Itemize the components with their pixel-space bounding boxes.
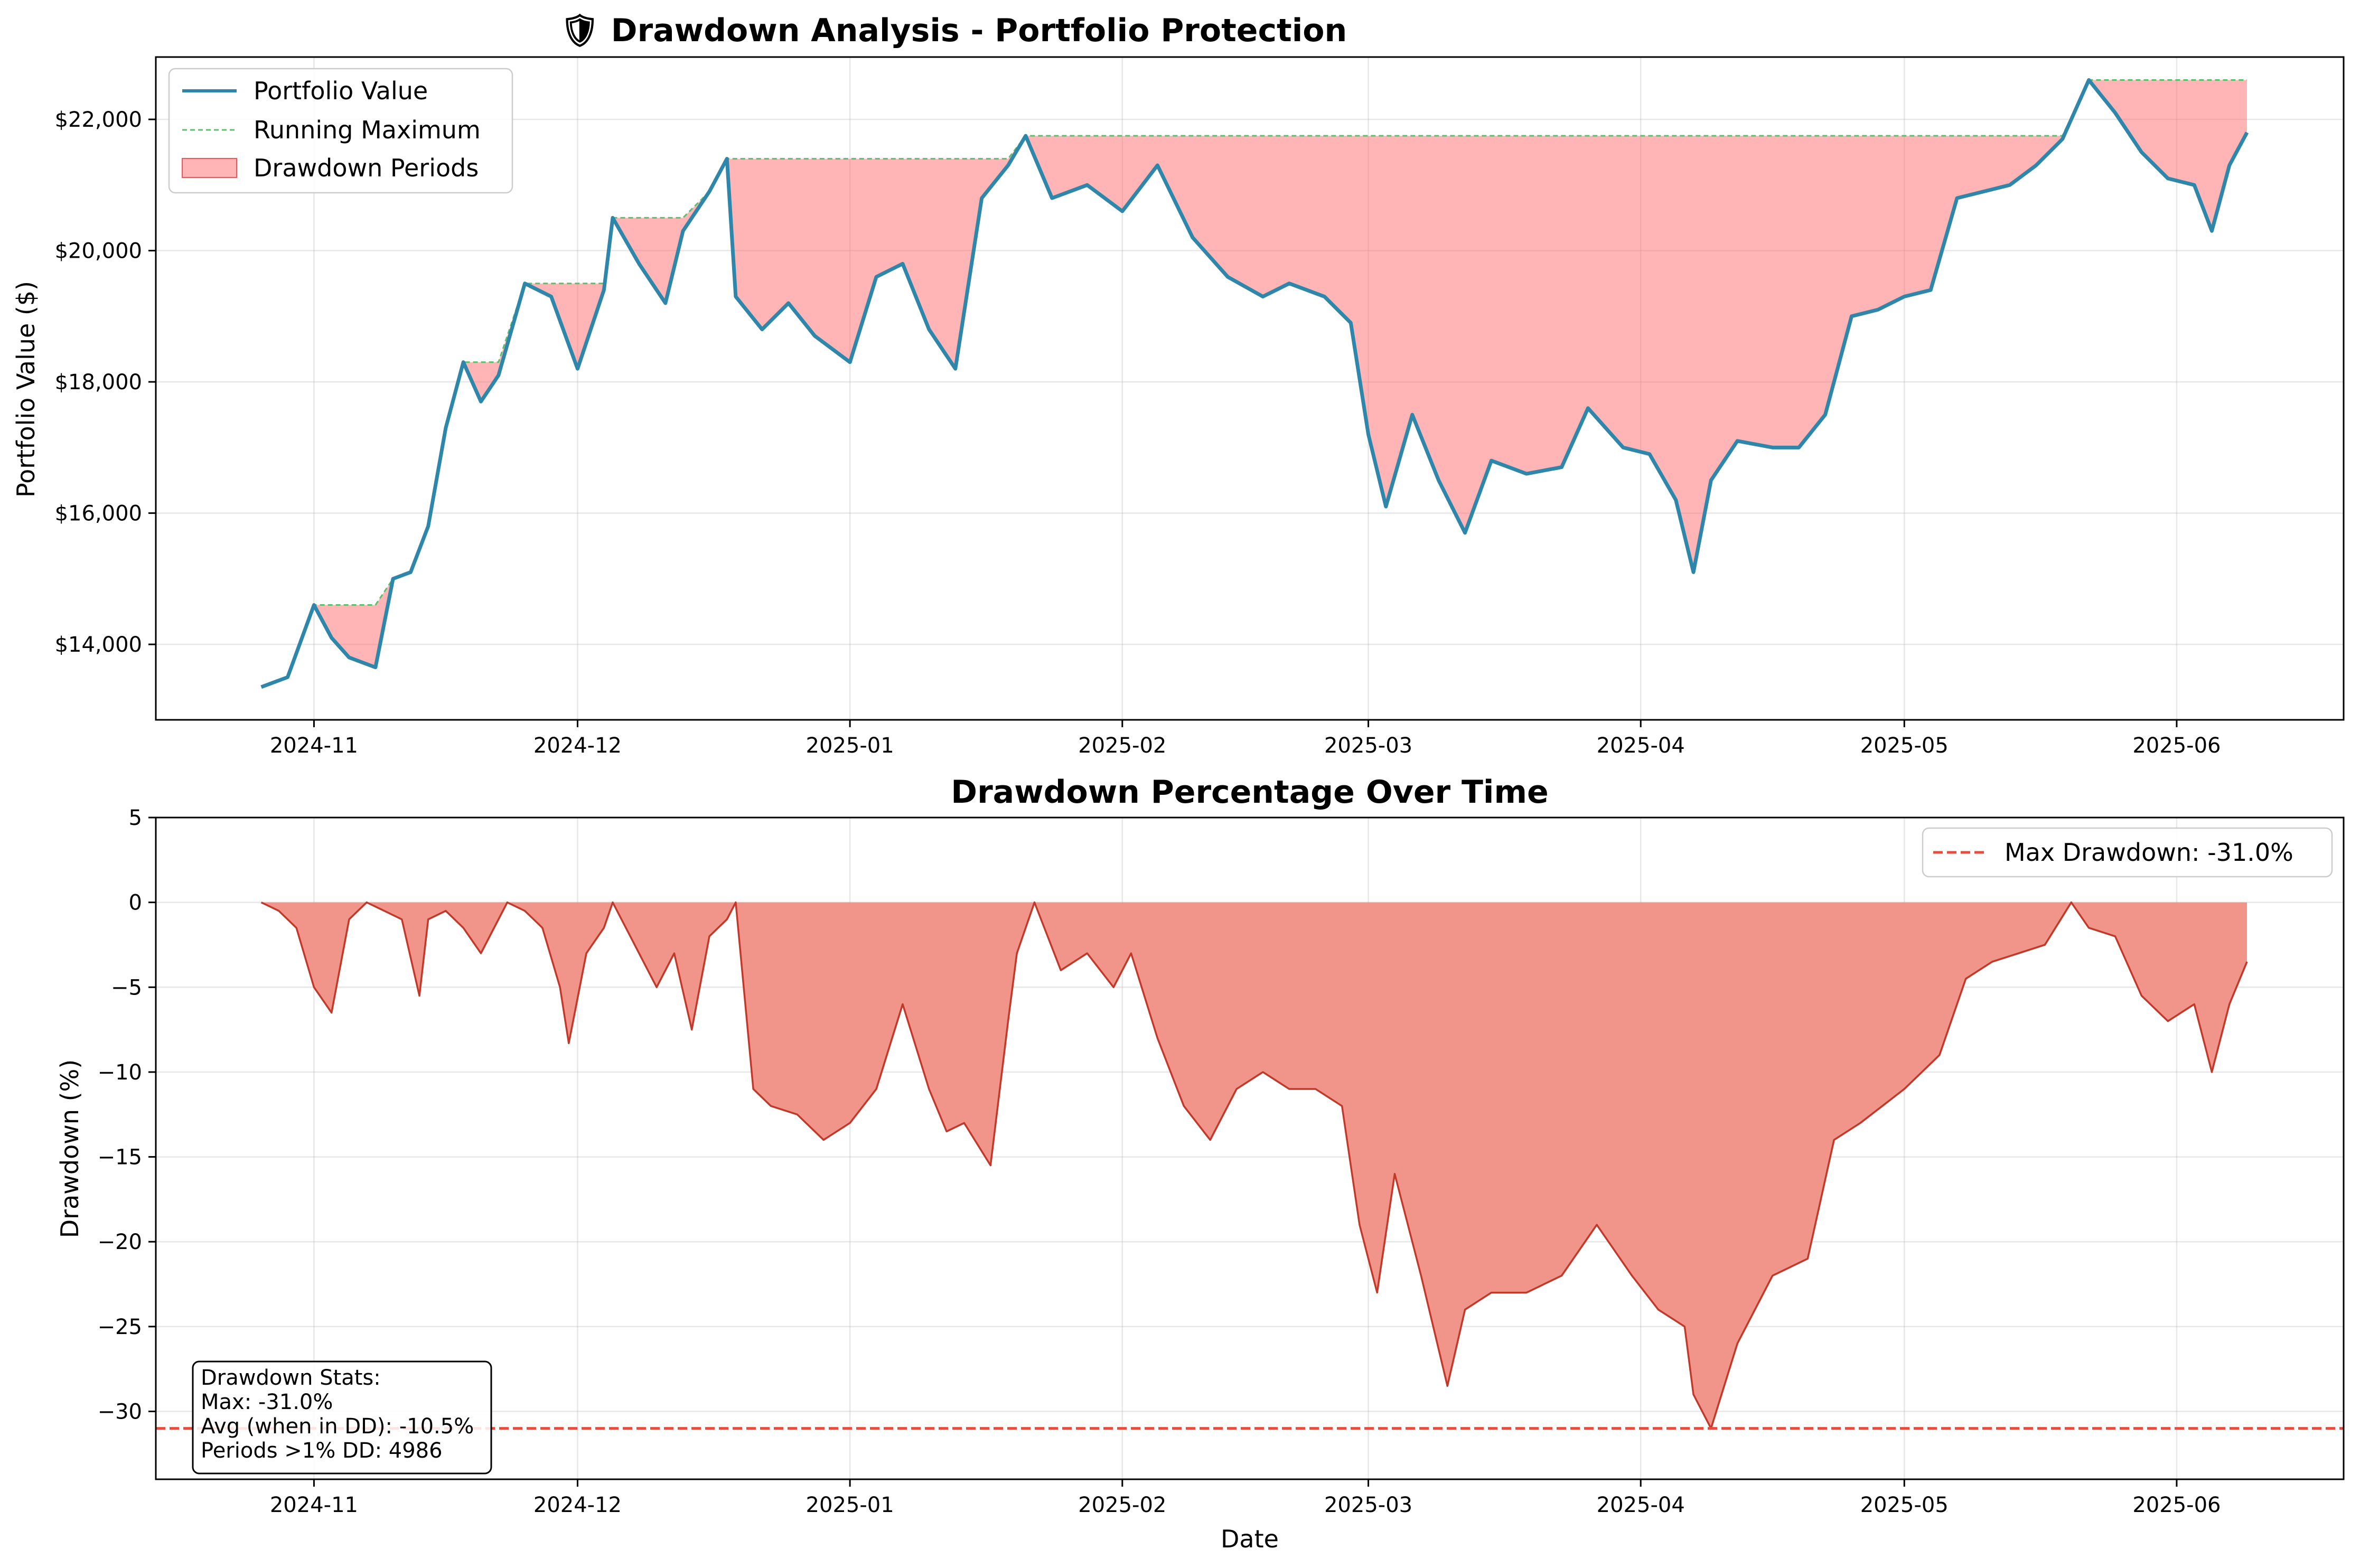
bottom-y-tick-label-1: 0 (129, 891, 142, 915)
legend-running-max-label: Running Maximum (254, 116, 481, 144)
top-x-tick-label-7: 2025-06 (2132, 734, 2221, 758)
running-maximum-line (261, 79, 2247, 688)
drawdown-filled-area (261, 902, 2247, 1429)
bottom-y-tick-label-0: 5 (129, 806, 142, 830)
top-x-tick-label-0: 2024-11 (270, 734, 358, 758)
top-chart-title: 🛡 Drawdown Analysis - Portfolio Protecti… (560, 12, 1347, 49)
top-legend-frame (168, 68, 513, 194)
bottom-x-tick-label-0: 2024-11 (270, 1493, 358, 1517)
bottom-legend: Max Drawdown: -31.0% (1922, 827, 2333, 878)
drawdown-stats-box: Drawdown Stats: Max: -31.0% Avg (when in… (192, 1360, 492, 1475)
bottom-x-axis-ticks: 2024-11 2024-12 2025-01 2025-02 2025-03 2025-… (270, 1479, 2221, 1517)
stats-max: Max: -31.0% (201, 1390, 333, 1414)
drawdown-line (260, 901, 2248, 1430)
top-y-tick-label-3: $20,000 (55, 239, 142, 264)
legend-drawdown-swatch (182, 158, 237, 178)
bottom-x-tick-label-7: 2025-06 (2132, 1493, 2221, 1517)
bottom-legend-frame (1922, 827, 2333, 878)
top-y-tick-label-0: $14,000 (55, 633, 142, 657)
bottom-y-tick-label-4: −15 (98, 1146, 142, 1170)
top-legend: Portfolio Value Running Maximum Drawdown… (168, 68, 513, 194)
drawdown-periods-fill (261, 80, 2247, 687)
bottom-y-tick-label-7: −30 (98, 1400, 142, 1424)
legend-portfolio-label: Portfolio Value (254, 77, 428, 105)
top-plot-frame (155, 56, 2345, 721)
top-x-tick-label-1: 2024-12 (533, 734, 622, 758)
top-x-tick-label-4: 2025-03 (1324, 734, 1412, 758)
bottom-y-tick-label-6: −25 (98, 1315, 142, 1339)
stats-avg: Avg (when in DD): -10.5% (201, 1414, 474, 1439)
bottom-chart-title: Drawdown Percentage Over Time (951, 774, 1548, 811)
drawdown-percentage-panel: Drawdown Percentage Over Time 2024-11 202… (55, 774, 2345, 1553)
top-x-tick-label-2: 2025-01 (806, 734, 894, 758)
bottom-y-tick-label-3: −10 (98, 1060, 142, 1085)
bottom-x-axis-label: Date (1221, 1525, 1279, 1553)
bottom-y-tick-label-5: −20 (98, 1230, 142, 1254)
bottom-x-tick-label-3: 2025-02 (1078, 1493, 1166, 1517)
stats-title: Drawdown Stats: (201, 1366, 381, 1390)
top-y-tick-label-4: $22,000 (55, 108, 142, 132)
legend-max-drawdown-label: Max Drawdown: -31.0% (2005, 838, 2293, 867)
top-y-axis-ticks: $14,000 $16,000 $18,000 $20,000 $22,000 (55, 108, 156, 657)
bottom-x-tick-label-4: 2025-03 (1324, 1493, 1412, 1517)
top-x-axis-ticks: 2024-11 2024-12 2025-01 2025-02 2025-03 2025-… (270, 720, 2221, 758)
top-x-tick-label-5: 2025-04 (1597, 734, 1685, 758)
bottom-y-tick-label-2: −5 (111, 975, 142, 1000)
top-x-tick-label-3: 2025-02 (1078, 734, 1166, 758)
drawdown-series (260, 901, 2248, 1430)
portfolio-value-line (260, 78, 2249, 689)
drawdown-area (261, 902, 2247, 1429)
stats-periods: Periods >1% DD: 4986 (201, 1439, 443, 1463)
portfolio-value-series (260, 78, 2249, 689)
bottom-x-tick-label-2: 2025-01 (806, 1493, 894, 1517)
portfolio-value-panel: 🛡 Drawdown Analysis - Portfolio Protecti… (12, 12, 2345, 758)
running-maximum-series (261, 79, 2247, 688)
bottom-plot-frame (155, 816, 2345, 1480)
bottom-x-tick-label-6: 2025-05 (1860, 1493, 1949, 1517)
bottom-x-tick-label-1: 2024-12 (533, 1493, 622, 1517)
top-x-tick-label-6: 2025-05 (1860, 734, 1949, 758)
top-y-tick-label-1: $16,000 (55, 502, 142, 526)
top-y-axis-label: Portfolio Value ($) (12, 281, 40, 497)
bottom-y-axis-label: Drawdown (%) (55, 1059, 84, 1238)
drawdown-periods-area (261, 80, 2247, 687)
stats-box-frame (192, 1360, 492, 1475)
bottom-x-tick-label-5: 2025-04 (1597, 1493, 1685, 1517)
legend-drawdown-label: Drawdown Periods (254, 154, 479, 182)
bottom-y-axis-ticks: 5 0 −5 −10 −15 −20 −25 −30 (98, 806, 156, 1424)
top-y-tick-label-2: $18,000 (55, 370, 142, 395)
